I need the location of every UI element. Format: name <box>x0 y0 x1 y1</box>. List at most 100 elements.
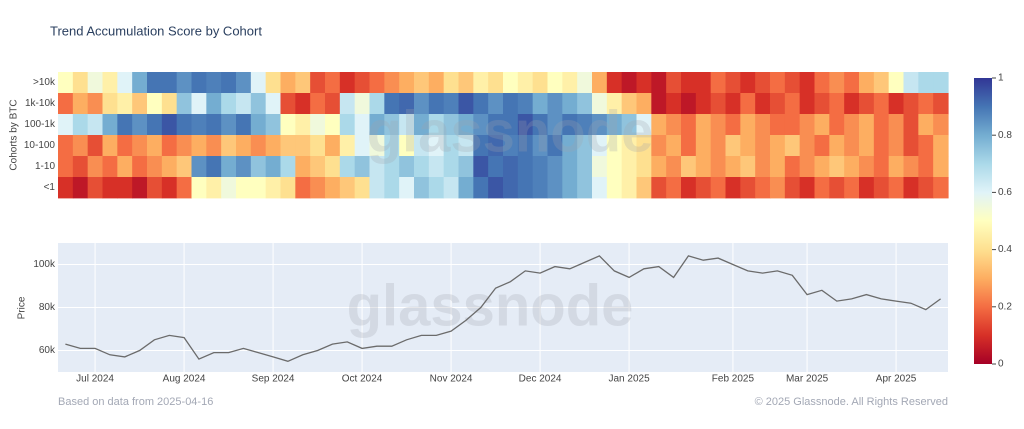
heatmap-cell <box>399 72 415 94</box>
heatmap-cell <box>859 72 875 94</box>
y-tick-label: 1-10 <box>35 161 55 172</box>
heatmap-cell <box>725 72 741 94</box>
heatmap-cell <box>176 177 193 199</box>
heatmap-cell <box>621 177 638 199</box>
heatmap-cell <box>547 135 563 157</box>
heatmap-cell <box>503 72 519 94</box>
heatmap-cell <box>532 72 549 94</box>
heatmap-cell <box>132 93 148 115</box>
heatmap-cell <box>250 156 267 178</box>
heatmap-cell <box>592 177 608 199</box>
heatmap-cell <box>577 135 593 157</box>
heatmap-cell <box>191 135 207 157</box>
heatmap-cell <box>681 177 697 199</box>
heatmap-cell <box>414 135 430 157</box>
heatmap-cell <box>87 135 104 157</box>
heatmap-cell <box>844 93 860 115</box>
colorbar-tick-label: 1 <box>998 73 1004 84</box>
heatmap-cell <box>799 114 816 136</box>
heatmap-cell <box>310 72 326 94</box>
x-tick-label: Feb 2025 <box>712 374 755 385</box>
heatmap-cell <box>236 177 252 199</box>
heatmap-cell <box>250 72 267 94</box>
heatmap-cell <box>176 93 193 115</box>
heatmap-cell <box>58 114 74 136</box>
heatmap-cell <box>666 156 682 178</box>
heatmap-cell <box>295 72 311 94</box>
heatmap-cell <box>325 72 341 94</box>
heatmap-cell <box>102 72 118 94</box>
heatmap-cell <box>236 72 252 94</box>
heatmap-cell <box>369 135 385 157</box>
heatmap-cell <box>725 177 741 199</box>
heatmap-cell <box>221 114 237 136</box>
heatmap-cell <box>221 72 237 94</box>
heatmap-cell <box>636 93 652 115</box>
colorbar-tick-label: 0 <box>998 359 1004 370</box>
heatmap-cell <box>58 135 74 157</box>
heatmap-cell <box>562 177 578 199</box>
heatmap-cell <box>161 72 178 94</box>
heatmap-cell <box>755 114 771 136</box>
heatmap-cell <box>547 177 563 199</box>
heatmap-cell <box>695 72 712 94</box>
heatmap-cell <box>517 135 534 157</box>
heatmap-cell <box>532 177 549 199</box>
heatmap-cell <box>829 156 845 178</box>
heatmap-cell <box>725 114 741 136</box>
heatmap-cell <box>621 72 638 94</box>
heatmap-cell <box>532 114 549 136</box>
heatmap-cell <box>102 135 118 157</box>
x-tick-label: Mar 2025 <box>786 374 829 385</box>
heatmap-cell <box>503 114 519 136</box>
heatmap-cell <box>310 93 326 115</box>
heatmap-cell <box>414 72 430 94</box>
heatmap-cell <box>325 114 341 136</box>
heatmap-cell <box>740 177 756 199</box>
heatmap-cell <box>339 177 356 199</box>
heatmap-cell <box>666 93 682 115</box>
heatmap-cell <box>903 135 919 157</box>
y-tick-label: >10k <box>33 77 56 88</box>
heatmap-cell <box>740 114 756 136</box>
heatmap-cell <box>221 135 237 157</box>
heatmap-cell <box>606 156 623 178</box>
heatmap-cell <box>117 114 133 136</box>
heatmap-cell <box>606 114 623 136</box>
y-tick-label: 60k <box>39 345 56 356</box>
heatmap-cell <box>606 72 623 94</box>
heatmap-cell <box>280 177 296 199</box>
heatmap-cell <box>488 93 504 115</box>
heatmap-cell <box>844 114 860 136</box>
heatmap-cell <box>117 72 133 94</box>
heatmap-cell <box>681 114 697 136</box>
heatmap-cell <box>577 114 593 136</box>
y-tick-label: 100k <box>33 259 56 270</box>
heatmap-cell <box>799 93 816 115</box>
heatmap-cell <box>443 114 460 136</box>
heatmap-cell <box>72 177 89 199</box>
colorbar-tick-label: 0.4 <box>998 244 1012 255</box>
heatmap-cell <box>428 114 445 136</box>
heatmap-cell <box>176 135 193 157</box>
heatmap-cell <box>399 177 415 199</box>
heatmap-cell <box>918 93 934 115</box>
heatmap-cell <box>918 156 934 178</box>
heatmap-cell <box>354 93 371 115</box>
heatmap-cell <box>666 114 682 136</box>
heatmap-cell <box>102 177 118 199</box>
heatmap-cell <box>784 114 801 136</box>
heatmap-cell <box>755 135 771 157</box>
heatmap-cell <box>710 135 727 157</box>
heatmap-cell <box>503 156 519 178</box>
heatmap-cell <box>710 156 727 178</box>
heatmap-cell <box>770 135 786 157</box>
heatmap-cell <box>651 135 667 157</box>
heatmap-cell <box>265 135 282 157</box>
heatmap-cell <box>784 156 801 178</box>
heatmap-cell <box>206 177 222 199</box>
heatmap-cell <box>443 156 460 178</box>
heatmap-cell <box>488 114 504 136</box>
heatmap-cell <box>606 93 623 115</box>
